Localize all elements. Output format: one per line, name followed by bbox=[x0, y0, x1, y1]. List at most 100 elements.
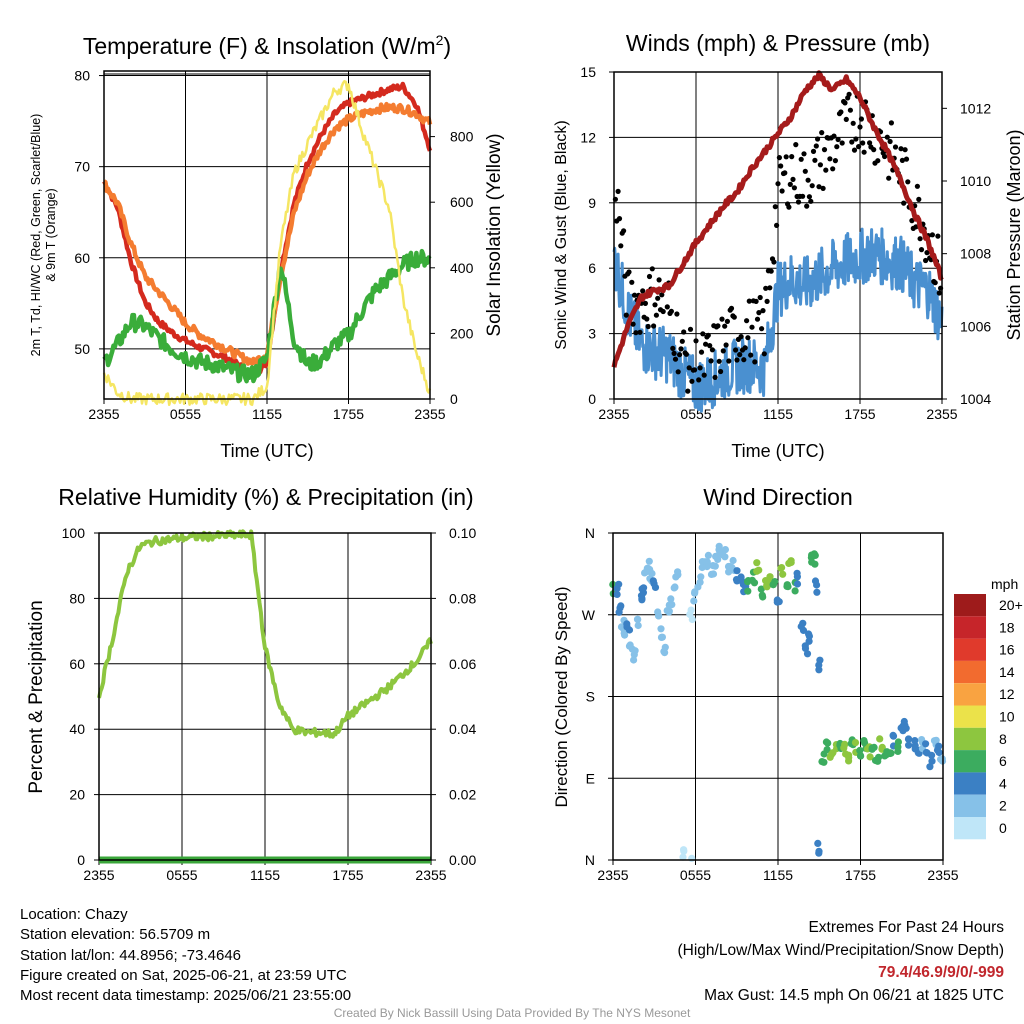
speed-legend-swatch bbox=[954, 750, 986, 773]
gust-point bbox=[703, 341, 709, 347]
gust-point bbox=[723, 342, 729, 348]
winds-x-tick-label: 2355 bbox=[926, 406, 957, 422]
temp-x-tick-label: 2355 bbox=[88, 406, 119, 422]
wdir-x-tick-label: 1155 bbox=[763, 867, 793, 883]
wdir-point bbox=[753, 559, 761, 567]
gust-point bbox=[786, 204, 792, 210]
gust-point bbox=[813, 143, 819, 149]
wdir-point bbox=[822, 738, 831, 746]
wdir-point bbox=[661, 649, 669, 657]
gust-point bbox=[674, 311, 680, 317]
gust-point bbox=[738, 334, 744, 340]
gust-point bbox=[821, 147, 828, 153]
speed-legend-swatch bbox=[954, 616, 986, 639]
precip-y2-tick-label: 0.06 bbox=[449, 656, 476, 672]
wdir-point bbox=[902, 724, 910, 732]
wdir-x-tick-label: 1755 bbox=[845, 867, 876, 883]
wdir-point bbox=[791, 587, 799, 595]
pressure-y2-axis-label: Station Pressure (Maroon) bbox=[1004, 129, 1024, 340]
gust-point bbox=[820, 185, 826, 191]
rh-y-tick-label: 80 bbox=[69, 590, 85, 606]
gust-point bbox=[733, 347, 739, 353]
gust-point bbox=[917, 236, 923, 242]
gust-point bbox=[760, 308, 766, 314]
gust-point bbox=[718, 368, 724, 375]
winds-y-tick-label: 6 bbox=[588, 260, 596, 276]
wdir-point bbox=[805, 632, 814, 640]
wdir-x-tick-label: 2355 bbox=[597, 867, 628, 883]
rh-y-tick-label: 0 bbox=[77, 852, 85, 868]
gust-point bbox=[842, 100, 848, 106]
gust-point bbox=[757, 294, 763, 301]
gust-point bbox=[761, 351, 767, 357]
wdir-point bbox=[729, 556, 737, 565]
gust-point bbox=[772, 204, 778, 210]
wdir-point bbox=[667, 595, 675, 603]
gust-point bbox=[827, 156, 833, 162]
wdir-point bbox=[783, 581, 791, 589]
rh-x-tick-label: 0555 bbox=[166, 867, 197, 883]
wdir-point bbox=[866, 753, 874, 761]
wdir-point bbox=[633, 615, 642, 623]
wdir-point bbox=[815, 849, 823, 857]
gust-point bbox=[759, 326, 765, 332]
winds-y-tick-label: 0 bbox=[588, 391, 596, 407]
wdir-point bbox=[769, 581, 778, 589]
wdir-point bbox=[748, 576, 756, 584]
insolation-y2-tick-label: 200 bbox=[450, 325, 474, 341]
wdir-point bbox=[887, 749, 895, 757]
gust-point bbox=[642, 300, 649, 306]
gust-point bbox=[916, 196, 922, 202]
gust-point bbox=[672, 356, 679, 362]
winds-x-tick-label: 0555 bbox=[680, 406, 711, 422]
gust-point bbox=[646, 273, 653, 280]
precip-y2-tick-label: 0.00 bbox=[449, 852, 476, 868]
wdir-point bbox=[793, 569, 801, 577]
wdir-point bbox=[905, 735, 913, 743]
wdir-point bbox=[799, 626, 808, 635]
temp-x-tick-label: 2355 bbox=[414, 406, 445, 422]
winds-x-tick-label: 1755 bbox=[844, 406, 875, 422]
wdir-y-axis-label: Direction (Colored By Speed) bbox=[552, 586, 571, 807]
gust-point bbox=[623, 312, 629, 318]
wdir-point bbox=[671, 583, 679, 592]
insolation-y2-axis-label: Solar Insolation (Yellow) bbox=[484, 133, 505, 336]
wdir-point bbox=[697, 573, 705, 581]
gust-point bbox=[670, 345, 676, 351]
wdir-point bbox=[811, 551, 819, 560]
gust-point bbox=[886, 175, 892, 181]
gust-point bbox=[846, 91, 852, 97]
wdir-point bbox=[813, 588, 821, 596]
wdir-point bbox=[688, 615, 696, 624]
insolation-y2-tick-label: 800 bbox=[450, 129, 474, 145]
gust-point bbox=[884, 134, 890, 140]
temp-y-tick-label: 60 bbox=[74, 250, 90, 266]
wdir-point bbox=[625, 642, 634, 650]
wdir-point bbox=[615, 580, 623, 588]
gust-point bbox=[700, 331, 706, 337]
gust-point bbox=[709, 347, 716, 353]
wdir-point bbox=[805, 637, 813, 645]
gust-point bbox=[659, 292, 665, 298]
wdir-point bbox=[733, 567, 741, 575]
gust-point bbox=[660, 308, 666, 315]
wdir-point bbox=[922, 740, 930, 748]
winds-x-axis-label: Time (UTC) bbox=[731, 441, 824, 461]
gust-point bbox=[935, 233, 941, 239]
wdir-point bbox=[875, 753, 883, 761]
gust-point bbox=[832, 158, 839, 164]
winds-series-gust bbox=[612, 91, 944, 394]
gust-point bbox=[815, 136, 821, 142]
gust-point bbox=[731, 314, 737, 320]
wdir-point bbox=[851, 739, 860, 747]
wdir-point bbox=[894, 743, 902, 751]
gust-point bbox=[649, 266, 655, 272]
extremes-subtitle: (High/Low/Max Wind/Precipitation/Snow De… bbox=[677, 941, 1005, 959]
wdir-point bbox=[648, 569, 656, 578]
temp-y-axis-label-line2: & 9m T (Orange) bbox=[44, 188, 58, 281]
gust-point bbox=[789, 154, 795, 160]
gust-point bbox=[764, 298, 770, 304]
gust-point bbox=[875, 158, 881, 164]
speed-legend-label: 2 bbox=[999, 798, 1007, 814]
gust-point bbox=[630, 321, 636, 327]
